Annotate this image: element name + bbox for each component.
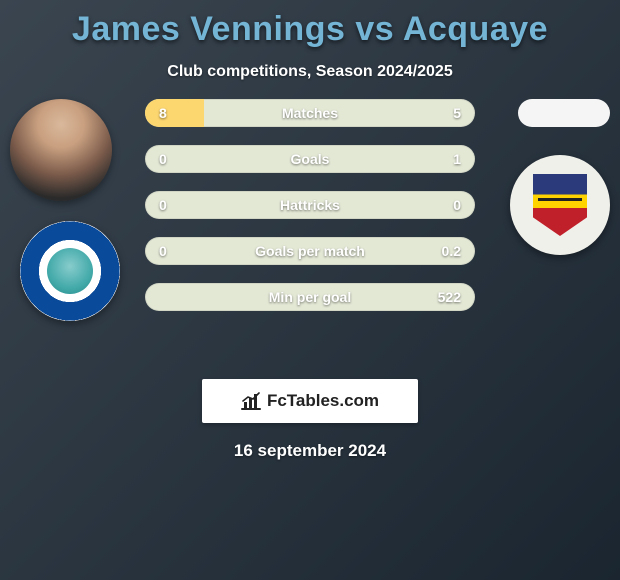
- stat-value-left: 8: [159, 105, 167, 121]
- stat-label: Min per goal: [269, 289, 351, 305]
- branding-text: FcTables.com: [267, 391, 379, 411]
- stat-row: 0 Goals per match 0.2: [145, 237, 475, 265]
- stat-value-left: 0: [159, 197, 167, 213]
- player-left-avatar: [10, 99, 112, 201]
- stat-row: 8 Matches 5: [145, 99, 475, 127]
- stat-label: Hattricks: [280, 197, 340, 213]
- stat-row: 0 Goals 1: [145, 145, 475, 173]
- club-left-badge: [20, 221, 120, 321]
- stat-value-right: 1: [453, 151, 461, 167]
- stat-value-right: 0.2: [442, 243, 461, 259]
- stat-value-left: 0: [159, 243, 167, 259]
- stat-label: Goals: [291, 151, 330, 167]
- stat-label: Goals per match: [255, 243, 365, 259]
- club-right-badge: [510, 155, 610, 255]
- page-title: James Vennings vs Acquaye: [10, 10, 610, 49]
- stat-label: Matches: [282, 105, 338, 121]
- stat-value-left: 0: [159, 151, 167, 167]
- stat-row: Min per goal 522: [145, 283, 475, 311]
- right-column: [510, 99, 610, 255]
- shield-icon: [533, 174, 587, 236]
- stat-row: 0 Hattricks 0: [145, 191, 475, 219]
- carousel-indicator: [518, 99, 610, 127]
- stat-fill-left: [145, 99, 204, 127]
- subtitle: Club competitions, Season 2024/2025: [10, 63, 610, 81]
- stat-value-right: 522: [438, 289, 461, 305]
- stats-list: 8 Matches 5 0 Goals 1 0 Hattricks 0 0 Goals per ma…: [145, 99, 475, 311]
- stat-value-right: 5: [453, 105, 461, 121]
- comparison-panel: 8 Matches 5 0 Goals 1 0 Hattricks 0 0 Goals per ma…: [10, 99, 610, 359]
- branding-badge: FcTables.com: [202, 379, 418, 423]
- left-column: [10, 99, 120, 321]
- stat-value-right: 0: [453, 197, 461, 213]
- chart-icon: [241, 392, 261, 410]
- date-label: 16 september 2024: [10, 441, 610, 461]
